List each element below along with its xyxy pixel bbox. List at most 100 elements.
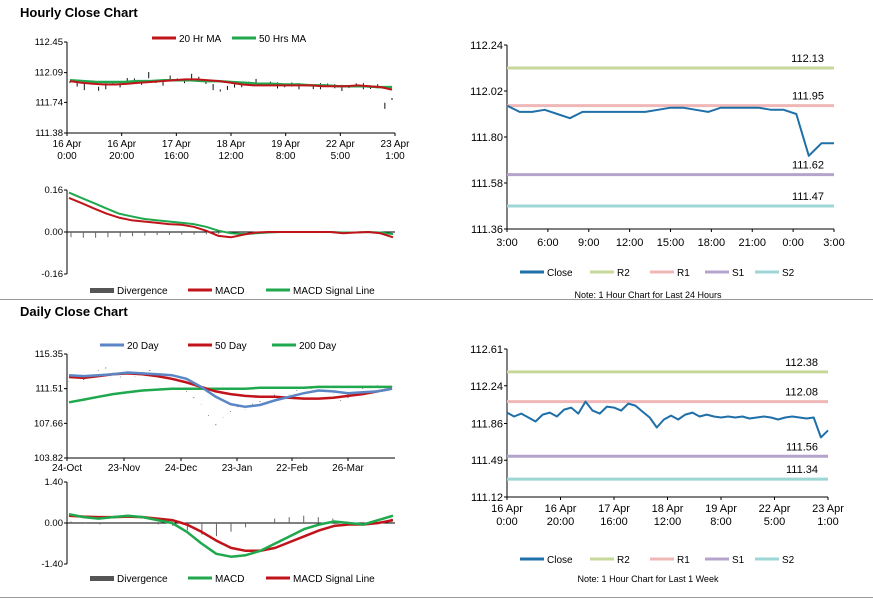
hourly-levels-ytick-label: 111.80 xyxy=(471,132,503,144)
daily-levels-ytick-label: 111.86 xyxy=(471,418,503,430)
daily-levels-xtick-label: 16 Apr xyxy=(491,503,523,515)
daily-macd-legend-divergence-swatch xyxy=(90,576,114,581)
daily-price-legend-ma200-label: 200 Day xyxy=(299,341,336,352)
daily-levels-legend-r1-label: R1 xyxy=(677,555,690,566)
hourly-macd-macd-line xyxy=(68,196,394,239)
hourly-levels-xtick-label: 18:00 xyxy=(698,237,726,249)
daily-levels-level-s1-label: 111.56 xyxy=(786,441,818,453)
hourly-levels-legend-r1-label: R1 xyxy=(677,268,690,279)
daily-price-xtick-label: 23-Nov xyxy=(108,463,140,474)
daily-levels-xtick-label: 16 Apr xyxy=(545,503,577,515)
hourly-levels-xtick-label: 3:00 xyxy=(496,237,517,249)
hourly-price-xtick-label: 0:00 xyxy=(57,151,77,162)
hourly-levels-legend-s2-label: S2 xyxy=(782,268,795,279)
daily-levels-xtick-label: 5:00 xyxy=(764,516,785,528)
daily-price-xtick-label: 26-Mar xyxy=(332,463,364,474)
hourly-levels-level-s1-label: 111.62 xyxy=(792,160,824,172)
daily-macd-signal-line xyxy=(68,514,394,553)
hourly-section-title: Hourly Close Chart xyxy=(20,5,138,20)
hourly-price-xtick-label: 18 Apr xyxy=(217,139,247,150)
daily-levels-legend-close-label: Close xyxy=(547,555,573,566)
hourly-price-xtick-label: 20:00 xyxy=(109,151,134,162)
hourly-levels-xtick-label: 6:00 xyxy=(537,237,558,249)
hourly-price-ma20-line xyxy=(69,78,393,91)
hourly-price-ytick-label: 111.74 xyxy=(35,97,63,108)
daily-levels-xtick-label: 1:00 xyxy=(817,516,838,528)
daily-levels-xtick-label: 20:00 xyxy=(547,516,575,528)
hourly-levels-ytick-label: 111.58 xyxy=(471,178,503,190)
bottom-divider xyxy=(0,597,873,598)
hourly-levels-note: Note: 1 Hour Chart for Last 24 Hours xyxy=(574,290,722,300)
hourly-price-xtick-label: 22 Apr xyxy=(326,139,356,150)
hourly-levels-ytick-label: 112.02 xyxy=(470,86,503,98)
daily-levels-ytick-label: 112.24 xyxy=(470,381,503,393)
hourly-price-xtick-label: 23 Apr xyxy=(381,139,411,150)
section-divider xyxy=(0,299,873,300)
daily-macd-ytick-label: -1.40 xyxy=(41,559,63,570)
hourly-levels-xtick-label: 12:00 xyxy=(616,237,644,249)
hourly-price-legend-ma20-label: 20 Hr MA xyxy=(179,34,222,45)
hourly-macd-legend-divergence-label: Divergence xyxy=(117,286,168,297)
hourly-macd-ytick-label: 0.16 xyxy=(45,185,64,196)
daily-price-ytick-label: 107.66 xyxy=(34,418,63,429)
hourly-price-ytick-label: 111.38 xyxy=(35,128,63,139)
daily-price-xtick-label: 23-Jan xyxy=(222,463,253,474)
daily-macd-ytick-label: 1.40 xyxy=(45,477,64,488)
hourly-price-ytick-label: 112.45 xyxy=(35,37,63,48)
hourly-levels-close-line xyxy=(506,104,834,157)
hourly-macd-signal-line xyxy=(68,191,394,236)
daily-levels-close-line xyxy=(506,400,829,439)
hourly-macd-legend-signal-label: MACD Signal Line xyxy=(293,286,375,297)
hourly-price-xtick-label: 5:00 xyxy=(331,151,351,162)
daily-price-ma20-line xyxy=(68,371,393,409)
daily-levels-legend-r2-label: R2 xyxy=(617,555,630,566)
hourly-price-xtick-label: 8:00 xyxy=(276,151,296,162)
daily-levels-ytick-label: 111.12 xyxy=(471,492,503,504)
hourly-price-xtick-label: 12:00 xyxy=(218,151,243,162)
hourly-price-legend-ma50-label: 50 Hrs MA xyxy=(259,34,307,45)
daily-levels-xtick-label: 12:00 xyxy=(654,516,682,528)
hourly-price-xtick-label: 16:00 xyxy=(164,151,189,162)
hourly-levels-ytick-label: 111.36 xyxy=(471,224,503,236)
daily-macd-ytick-label: 0.00 xyxy=(45,518,64,529)
daily-levels-xtick-label: 22 Apr xyxy=(759,503,791,515)
hourly-price-xtick-label: 17 Apr xyxy=(162,139,192,150)
hourly-levels-xtick-label: 3:00 xyxy=(823,237,844,249)
daily-macd-macd-line xyxy=(68,512,394,558)
daily-levels-legend-s1-label: S1 xyxy=(732,555,745,566)
daily-levels-level-r2-label: 112.38 xyxy=(785,357,818,369)
hourly-levels-level-r1-label: 111.95 xyxy=(792,91,824,103)
daily-macd-legend-divergence-label: Divergence xyxy=(117,574,168,585)
hourly-price-xtick-label: 19 Apr xyxy=(271,139,301,150)
hourly-levels-xtick-label: 0:00 xyxy=(782,237,803,249)
daily-price-xtick-label: 24-Dec xyxy=(165,463,197,474)
daily-levels-xtick-label: 0:00 xyxy=(496,516,517,528)
daily-levels-xtick-label: 17 Apr xyxy=(598,503,630,515)
hourly-levels-xtick-label: 21:00 xyxy=(738,237,766,249)
daily-price-legend-ma20-label: 20 Day xyxy=(127,341,159,352)
daily-levels-note: Note: 1 Hour Chart for Last 1 Week xyxy=(578,574,719,584)
daily-levels-xtick-label: 8:00 xyxy=(710,516,731,528)
hourly-levels-level-s2-label: 111.47 xyxy=(792,191,824,203)
hourly-levels-level-r2-label: 112.13 xyxy=(791,53,824,65)
hourly-levels-xtick-label: 9:00 xyxy=(578,237,599,249)
hourly-price-xtick-label: 16 Apr xyxy=(53,139,83,150)
hourly-price-xtick-label: 16 Apr xyxy=(107,139,137,150)
hourly-levels-legend-close-label: Close xyxy=(547,268,573,279)
hourly-macd-legend-divergence-swatch xyxy=(90,288,114,293)
daily-price-xtick-label: 22-Feb xyxy=(276,463,308,474)
daily-price-legend-ma50-label: 50 Day xyxy=(215,341,247,352)
hourly-levels-legend-r2-label: R2 xyxy=(617,268,630,279)
daily-price-ma200-line xyxy=(68,385,392,404)
daily-levels-level-r1-label: 112.08 xyxy=(785,387,818,399)
daily-levels-ytick-label: 111.49 xyxy=(471,455,503,467)
hourly-macd-ytick-label: -0.16 xyxy=(41,269,63,280)
daily-levels-level-s2-label: 111.34 xyxy=(786,464,818,476)
daily-levels-xtick-label: 23 Apr xyxy=(812,503,844,515)
hourly-price-ytick-label: 112.09 xyxy=(35,68,63,79)
hourly-levels-ytick-label: 112.24 xyxy=(470,40,503,52)
hourly-price-xtick-label: 1:00 xyxy=(385,151,405,162)
hourly-macd-legend-macd-label: MACD xyxy=(215,286,244,297)
hourly-levels-xtick-label: 15:00 xyxy=(657,237,685,249)
hourly-macd-ytick-label: 0.00 xyxy=(45,227,64,238)
